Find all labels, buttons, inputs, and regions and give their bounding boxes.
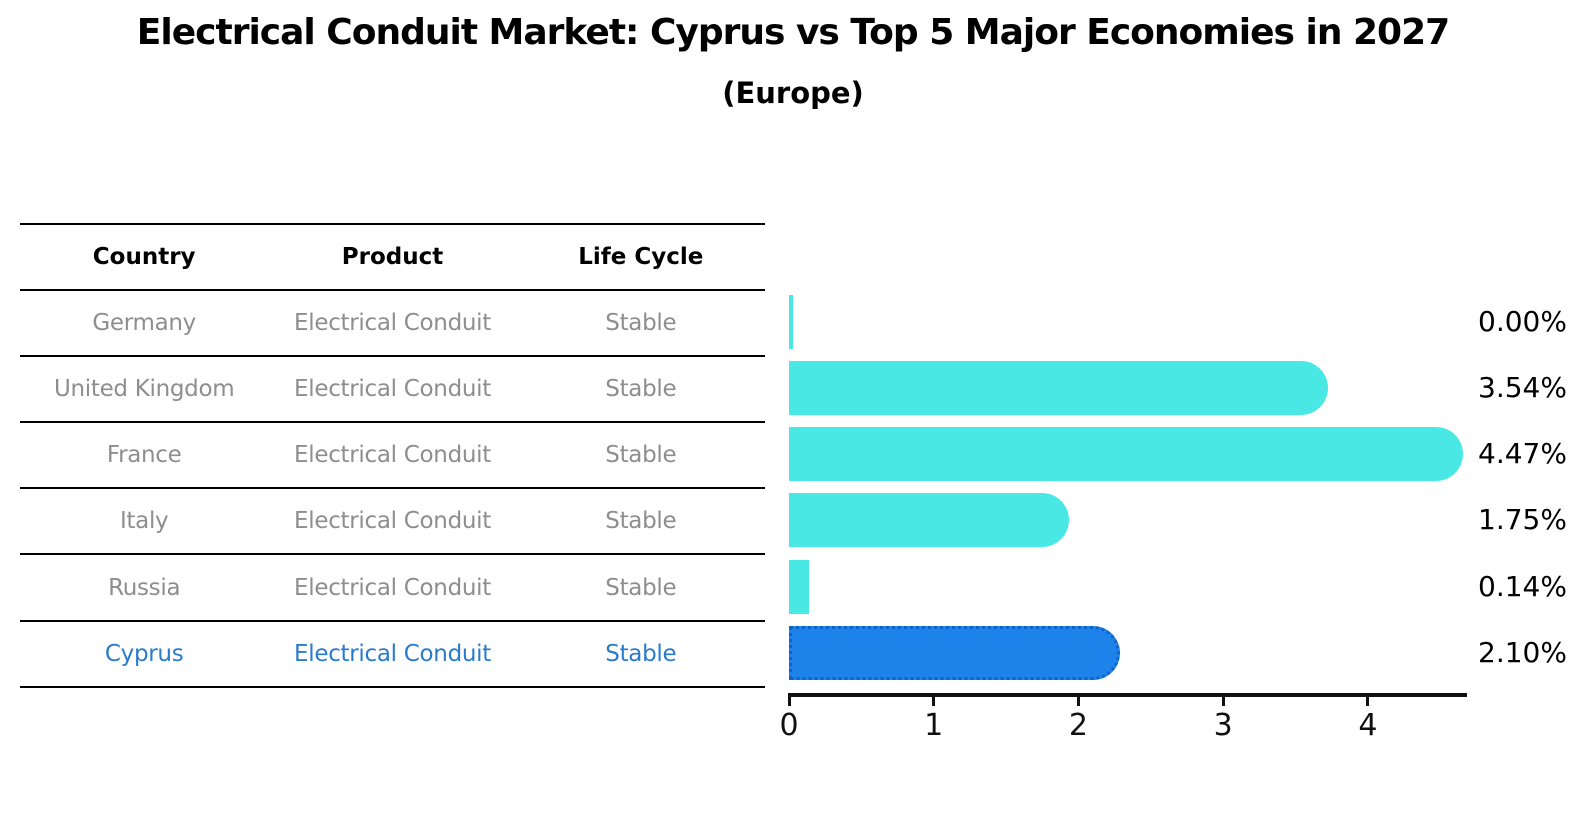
table-header-lifecycle: Life Cycle (578, 244, 704, 271)
product-cell: Electrical Conduit (294, 508, 491, 535)
x-tick-label: 1 (924, 708, 944, 743)
product-cell: Electrical Conduit (294, 442, 491, 469)
table-row-united-kingdom: United Kingdom Electrical Conduit Stable (20, 357, 765, 424)
value-label-united-kingdom: 3.54% (1478, 371, 1567, 405)
x-tick-mark (787, 696, 791, 706)
x-tick-label: 3 (1213, 708, 1233, 743)
bar-france (789, 427, 1463, 482)
x-tick-mark (932, 696, 936, 706)
x-tick-label: 4 (1358, 708, 1378, 743)
x-tick-label: 0 (779, 708, 799, 743)
lifecycle-cell: Stable (605, 376, 677, 403)
country-cell: United Kingdom (53, 376, 235, 403)
value-label-germany: 0.00% (1478, 305, 1567, 339)
country-cell: Germany (92, 310, 196, 337)
country-cell: France (106, 442, 182, 469)
lifecycle-cell: Stable (605, 574, 677, 601)
value-label-italy: 1.75% (1478, 503, 1567, 537)
x-tick-mark (1076, 696, 1080, 706)
comparison-table: Country Product Life Cycle Germany Electr… (20, 223, 765, 688)
value-label-russia: 0.14% (1478, 569, 1567, 603)
lifecycle-cell: Stable (605, 508, 677, 535)
x-axis-line (788, 693, 1467, 697)
bar-germany (789, 295, 793, 350)
product-cell: Electrical Conduit (294, 640, 491, 667)
bar-united-kingdom (789, 361, 1329, 416)
lifecycle-cell: Stable (605, 640, 677, 667)
value-label-france: 4.47% (1478, 437, 1567, 471)
table-row-germany: Germany Electrical Conduit Stable (20, 291, 765, 358)
table-row-italy: Italy Electrical Conduit Stable (20, 489, 765, 556)
bar-italy (789, 493, 1070, 548)
x-tick-mark (1366, 696, 1370, 706)
chart-title: Electrical Conduit Market: Cyprus vs Top… (136, 12, 1450, 53)
product-cell: Electrical Conduit (294, 376, 491, 403)
x-tick-mark (1221, 696, 1225, 706)
x-tick-label: 2 (1068, 708, 1088, 743)
country-cell: Cyprus (104, 640, 184, 667)
lifecycle-cell: Stable (605, 310, 677, 337)
product-cell: Electrical Conduit (294, 310, 491, 337)
chart-subtitle: (Europe) (722, 76, 864, 110)
value-label-cyprus: 2.10% (1478, 635, 1567, 669)
table-header-product: Product (341, 244, 444, 271)
country-cell: Italy (119, 508, 169, 535)
product-cell: Electrical Conduit (294, 574, 491, 601)
table-body: Germany Electrical Conduit Stable United Ki… (20, 291, 765, 688)
table-header-row: Country Product Life Cycle (20, 225, 765, 292)
table-header-country: Country (92, 244, 196, 271)
table-row-russia: Russia Electrical Conduit Stable (20, 555, 765, 622)
bar-russia (789, 559, 810, 614)
bar-cyprus (789, 625, 1120, 680)
country-cell: Russia (108, 574, 181, 601)
table-row-france: France Electrical Conduit Stable (20, 423, 765, 490)
table-row-cyprus: Cyprus Electrical Conduit Stable (20, 622, 765, 688)
lifecycle-cell: Stable (605, 442, 677, 469)
